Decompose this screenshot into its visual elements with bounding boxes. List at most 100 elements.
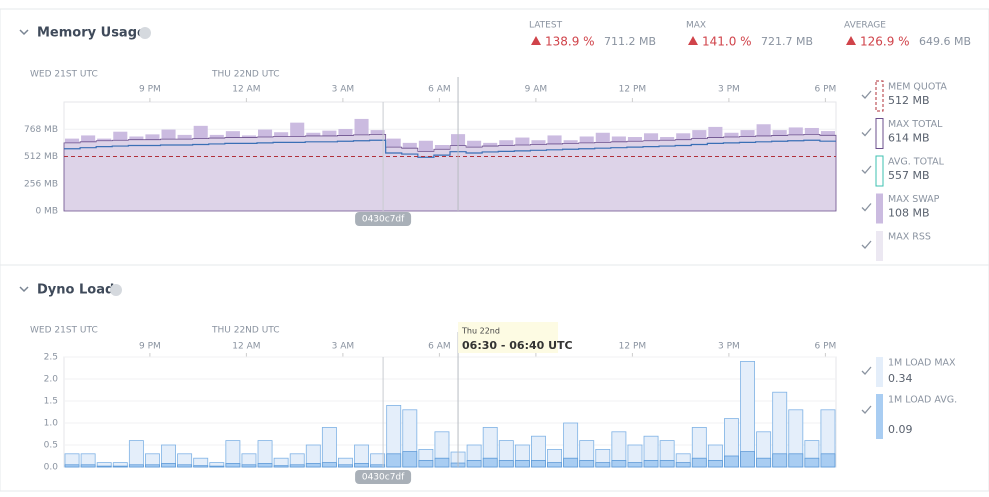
legend-name: MEM QUOTA <box>888 82 947 93</box>
swap-bar <box>740 130 755 137</box>
legend-value: 108 MB <box>888 207 930 220</box>
load-bar <box>434 457 450 468</box>
legend-value: 0.09 <box>888 423 913 436</box>
swap-bar <box>322 130 337 136</box>
info-icon[interactable] <box>110 284 122 296</box>
tooltip <box>458 322 559 353</box>
y-tick-label: 2.0 <box>44 375 59 385</box>
swap-bar <box>402 142 417 149</box>
tooltip-day: Thu 22nd <box>461 327 500 336</box>
load-bar <box>611 459 627 468</box>
x-tick-label: 9 PM <box>139 342 161 352</box>
legend-swatch <box>875 80 884 112</box>
swap-bar <box>772 130 787 136</box>
collapse-icon[interactable] <box>19 286 29 293</box>
load-bar <box>386 453 402 468</box>
load-bar <box>643 459 659 468</box>
load-bar <box>241 464 257 468</box>
day-label: THU 22ND UTC <box>211 70 280 80</box>
swap-bar <box>113 131 128 141</box>
collapse-icon[interactable] <box>19 29 29 36</box>
load-bar <box>305 463 321 468</box>
avg-line <box>64 139 836 158</box>
load-bar <box>498 459 514 468</box>
swap-bar <box>177 134 192 140</box>
stat-amount: 649.6 MB <box>919 35 971 48</box>
load-bar <box>321 462 337 468</box>
load-bar <box>145 464 160 468</box>
swap-bar <box>161 129 176 140</box>
stat-label: MAX <box>686 21 706 31</box>
swap-bar <box>804 127 819 135</box>
section-title: Memory Usage <box>37 26 146 41</box>
y-tick-label: 256 MB <box>24 179 58 189</box>
load-bar <box>514 459 530 468</box>
check-icon <box>861 366 872 375</box>
load-bar <box>531 459 546 468</box>
load-bar <box>691 457 707 468</box>
x-tick-label: 9 AM <box>525 85 548 95</box>
swap-bar <box>370 130 385 135</box>
release-pill <box>355 212 412 226</box>
check-icon <box>861 90 872 99</box>
load-bar <box>177 464 193 468</box>
swap-bar <box>611 136 626 142</box>
load-bar <box>225 463 241 468</box>
swap-bar <box>627 137 642 142</box>
load-bar <box>579 459 595 468</box>
load-bar <box>756 457 772 468</box>
load-bar <box>80 464 96 468</box>
y-tick-label: 0 MB <box>35 207 58 217</box>
swap-bar <box>129 136 144 140</box>
legend-name: MAX RSS <box>888 232 931 243</box>
stat-amount: 721.7 MB <box>761 35 813 48</box>
swap-bar <box>258 129 273 138</box>
load-bar <box>740 360 755 468</box>
swap-bar <box>193 125 208 139</box>
swap-bar <box>788 127 803 135</box>
swap-bar <box>563 140 578 144</box>
load-bar <box>128 464 144 468</box>
load-bar <box>675 462 691 468</box>
swap-bar <box>306 132 321 136</box>
legend-value: 557 MB <box>888 169 930 182</box>
swap-bar <box>65 138 80 143</box>
y-tick-label: 0.0 <box>44 463 59 473</box>
load-bar <box>112 465 128 468</box>
stat-amount: 711.2 MB <box>604 35 656 48</box>
y-tick-label: 1.5 <box>44 397 58 407</box>
load-bar <box>370 464 386 468</box>
swap-bar <box>418 140 433 152</box>
legend-swatch <box>875 155 884 187</box>
legend-value: 512 MB <box>888 94 930 107</box>
x-tick-label: 3 AM <box>332 342 355 352</box>
x-tick-label: 12 PM <box>619 85 647 95</box>
load-bar <box>627 462 643 468</box>
legend-swatch <box>875 118 884 149</box>
load-bar <box>354 463 369 468</box>
y-tick-label: 1.0 <box>44 419 59 429</box>
x-tick-label: 6 AM <box>428 85 451 95</box>
load-bar <box>225 440 241 468</box>
y-tick-label: 512 MB <box>24 152 58 162</box>
legend-swatch <box>876 231 883 261</box>
total-area <box>63 133 837 212</box>
load-bar <box>547 462 562 468</box>
load-bar <box>257 463 273 468</box>
legend-name: MAX TOTAL <box>888 119 943 130</box>
swap-bar <box>708 126 723 138</box>
load-bar <box>257 440 273 468</box>
swap-bar <box>595 132 610 143</box>
info-icon[interactable] <box>139 27 151 39</box>
load-bar <box>96 465 112 468</box>
day-label: THU 22ND UTC <box>211 326 280 336</box>
load-bar <box>659 459 675 468</box>
swap-bar <box>225 131 240 138</box>
plot-area <box>63 356 837 468</box>
load-bar <box>273 465 289 468</box>
day-label: WED 21ST UTC <box>30 326 98 336</box>
swap-bar <box>434 145 449 150</box>
swap-bar <box>756 124 771 136</box>
release-label: 0430c7df <box>362 473 405 483</box>
swap-bar <box>274 132 289 137</box>
